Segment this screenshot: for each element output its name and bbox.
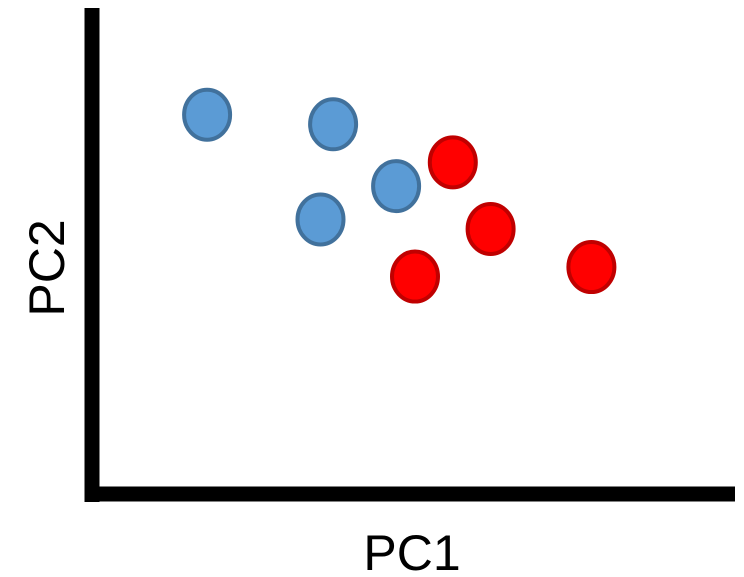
scatter-point-series-1-3 xyxy=(371,159,422,214)
scatter-point-series-2-1 xyxy=(427,135,478,190)
scatter-point-series-2-4 xyxy=(566,240,617,295)
y-axis-label: PC2 xyxy=(19,219,75,316)
scatter-point-series-2-3 xyxy=(390,249,440,304)
data-points xyxy=(182,87,617,304)
scatter-point-series-2-2 xyxy=(465,201,516,256)
scatter-point-series-1-4 xyxy=(295,192,346,247)
scatter-point-series-1-2 xyxy=(308,97,359,152)
x-axis-label: PC1 xyxy=(363,525,460,577)
scatter-point-series-1-1 xyxy=(182,87,233,142)
